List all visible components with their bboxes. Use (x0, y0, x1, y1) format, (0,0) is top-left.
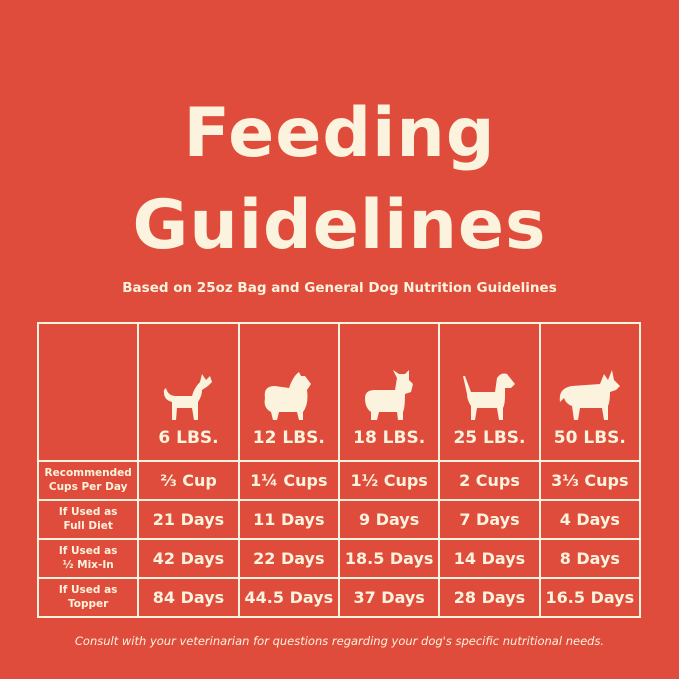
weight-label: 12 LBS. (252, 428, 325, 448)
row-label: If Used as Full Diet (36, 499, 140, 540)
row-label-line: If Used as (58, 545, 118, 558)
column-header: 50 LBS. (538, 322, 642, 462)
table-cell: 7 Days (438, 499, 541, 540)
header-row: 6 LBS. 12 LBS. 18 LBS. 25 LBS. 50 LBS. (36, 322, 642, 462)
table-cell: 9 Days (337, 499, 441, 540)
table-cell: ⅔ Cup (137, 460, 240, 501)
weight-label: 18 LBS. (353, 428, 426, 448)
disclaimer: Consult with your veterinarian for quest… (74, 634, 605, 648)
table-cell: 42 Days (137, 538, 240, 579)
table-cell: 11 Days (237, 499, 340, 540)
row-label-line: ½ Mix-In (62, 558, 114, 571)
weight-label: 25 LBS. (453, 428, 526, 448)
table-cell: 1½ Cups (337, 460, 441, 501)
row-label-line: Recommended (44, 467, 132, 480)
weight-label: 50 LBS. (553, 428, 626, 448)
feeding-table: 6 LBS. 12 LBS. 18 LBS. 25 LBS. 50 LBS. R… (36, 322, 642, 618)
table-cell: 44.5 Days (237, 577, 340, 618)
husky-silhouette-icon (559, 370, 620, 420)
weight-label: 6 LBS. (158, 428, 219, 448)
table-cell: 18.5 Days (337, 538, 441, 579)
row-label-line: If Used as (58, 506, 118, 519)
title-line-1: Feeding (183, 94, 496, 173)
table-cell: 3⅓ Cups (538, 460, 642, 501)
table-row: Recommended Cups Per Day ⅔ Cup 1¼ Cups 1½… (36, 460, 642, 501)
column-header: 6 LBS. (137, 322, 240, 462)
pomeranian-silhouette-icon (264, 372, 311, 420)
corner-cell (36, 322, 140, 462)
table-row: If Used as Full Diet 21 Days 11 Days 9 Da… (36, 499, 642, 540)
row-label: Recommended Cups Per Day (36, 460, 140, 501)
table-row: If Used as ½ Mix-In 42 Days 22 Days 18.5 … (36, 538, 642, 579)
table-cell: 37 Days (337, 577, 441, 618)
table-cell: 14 Days (438, 538, 541, 579)
table-cell: 1¼ Cups (237, 460, 340, 501)
table-cell: 28 Days (438, 577, 541, 618)
table-cell: 84 Days (137, 577, 240, 618)
row-label-line: Full Diet (63, 519, 113, 532)
beagle-silhouette-icon (463, 373, 516, 420)
table-cell: 2 Cups (438, 460, 541, 501)
french-bulldog-silhouette-icon (365, 370, 414, 420)
row-label-line: Topper (68, 597, 109, 610)
column-header: 12 LBS. (237, 322, 340, 462)
title-line-2: Guidelines (132, 186, 547, 265)
column-header: 18 LBS. (337, 322, 441, 462)
table-cell: 21 Days (137, 499, 240, 540)
row-label-line: If Used as (58, 584, 118, 597)
column-header: 25 LBS. (438, 322, 541, 462)
table-cell: 4 Days (538, 499, 642, 540)
row-label-line: Cups Per Day (48, 480, 128, 493)
row-label: If Used as Topper (36, 577, 140, 618)
row-label: If Used as ½ Mix-In (36, 538, 140, 579)
table-cell: 22 Days (237, 538, 340, 579)
subtitle: Based on 25oz Bag and General Dog Nutrit… (122, 280, 557, 296)
table-cell: 16.5 Days (538, 577, 642, 618)
table-row: If Used as Topper 84 Days 44.5 Days 37 Da… (36, 577, 642, 618)
table-cell: 8 Days (538, 538, 642, 579)
chihuahua-silhouette-icon (164, 374, 213, 420)
